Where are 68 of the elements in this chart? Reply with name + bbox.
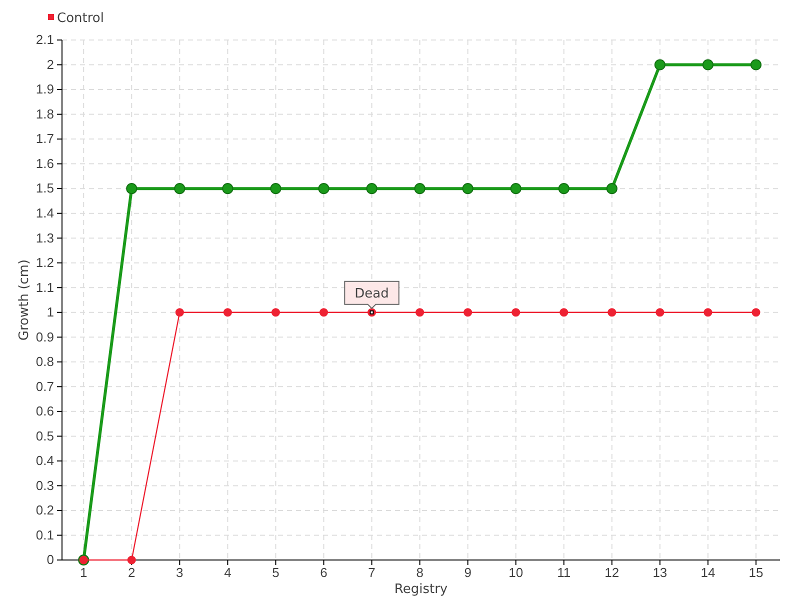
x-tick-label: 14 bbox=[700, 565, 716, 580]
y-tick-label: 0.7 bbox=[36, 378, 54, 394]
point bbox=[512, 308, 520, 317]
legend-label: Control bbox=[57, 11, 104, 26]
point bbox=[127, 556, 136, 564]
point bbox=[174, 183, 186, 194]
x-tick-label: 1 bbox=[80, 565, 88, 580]
x-axis-title: Registry bbox=[394, 582, 448, 597]
point bbox=[318, 183, 330, 194]
y-tick-label: 0.3 bbox=[36, 478, 54, 493]
point bbox=[416, 308, 424, 317]
point bbox=[319, 308, 328, 317]
y-tick-label: 1.7 bbox=[36, 131, 54, 146]
y-tick-label: 1.6 bbox=[36, 156, 54, 171]
x-tick-label: 9 bbox=[464, 565, 472, 580]
y-tick-label: 0 bbox=[46, 552, 54, 568]
x-tick-label: 5 bbox=[272, 565, 280, 580]
point bbox=[656, 308, 664, 317]
y-tick-label: 1.3 bbox=[36, 230, 54, 246]
y-tick-label: 0.9 bbox=[36, 329, 54, 344]
y-tick-label: 0.4 bbox=[36, 453, 54, 468]
point bbox=[510, 183, 522, 194]
point bbox=[654, 59, 666, 70]
point bbox=[560, 308, 568, 317]
x-tick-label: 11 bbox=[557, 565, 571, 580]
y-tick-label: 1.9 bbox=[36, 82, 54, 97]
x-tick-label: 6 bbox=[320, 565, 328, 580]
y-tick-label: 2 bbox=[46, 56, 54, 72]
point bbox=[414, 183, 426, 194]
x-tick-label: 15 bbox=[748, 565, 764, 580]
point bbox=[606, 183, 618, 194]
point bbox=[608, 308, 616, 317]
point bbox=[702, 59, 714, 70]
point bbox=[222, 183, 234, 194]
y-axis-title: Growth (cm) bbox=[17, 259, 32, 341]
point bbox=[175, 308, 184, 317]
y-tick-label: 1.8 bbox=[36, 106, 54, 122]
y-tick-label: 1.2 bbox=[36, 255, 54, 270]
y-tick-label: 0.1 bbox=[36, 527, 54, 542]
point bbox=[366, 183, 378, 194]
x-tick-label: 7 bbox=[368, 565, 376, 580]
annotation: Dead bbox=[354, 286, 389, 302]
y-tick-label: 1.5 bbox=[36, 180, 54, 196]
y-tick-label: 0.6 bbox=[36, 404, 54, 419]
x-tick-label: 2 bbox=[128, 565, 136, 580]
point bbox=[126, 183, 138, 194]
y-tick-label: 1.4 bbox=[36, 205, 54, 220]
x-tick-label: 13 bbox=[652, 565, 668, 580]
point bbox=[223, 308, 232, 317]
point bbox=[752, 308, 760, 317]
y-tick-label: 2.1 bbox=[36, 32, 54, 48]
point bbox=[271, 308, 280, 317]
x-tick-label: 3 bbox=[176, 565, 184, 580]
y-tick-label: 0.8 bbox=[36, 354, 54, 370]
point bbox=[270, 183, 282, 194]
y-tick-label: 1 bbox=[46, 304, 54, 320]
y-tick-label: 0.5 bbox=[36, 428, 54, 444]
y-tick-label: 0.2 bbox=[36, 502, 54, 518]
point bbox=[558, 183, 570, 194]
point bbox=[750, 59, 762, 70]
point bbox=[462, 183, 474, 194]
y-tick-label: 1.1 bbox=[36, 280, 54, 295]
point bbox=[704, 308, 712, 317]
point bbox=[464, 308, 472, 317]
x-tick-label: 4 bbox=[224, 565, 232, 580]
x-tick-label: 10 bbox=[508, 565, 524, 580]
x-tick-label: 12 bbox=[604, 565, 620, 580]
x-tick-label: 8 bbox=[416, 565, 424, 580]
